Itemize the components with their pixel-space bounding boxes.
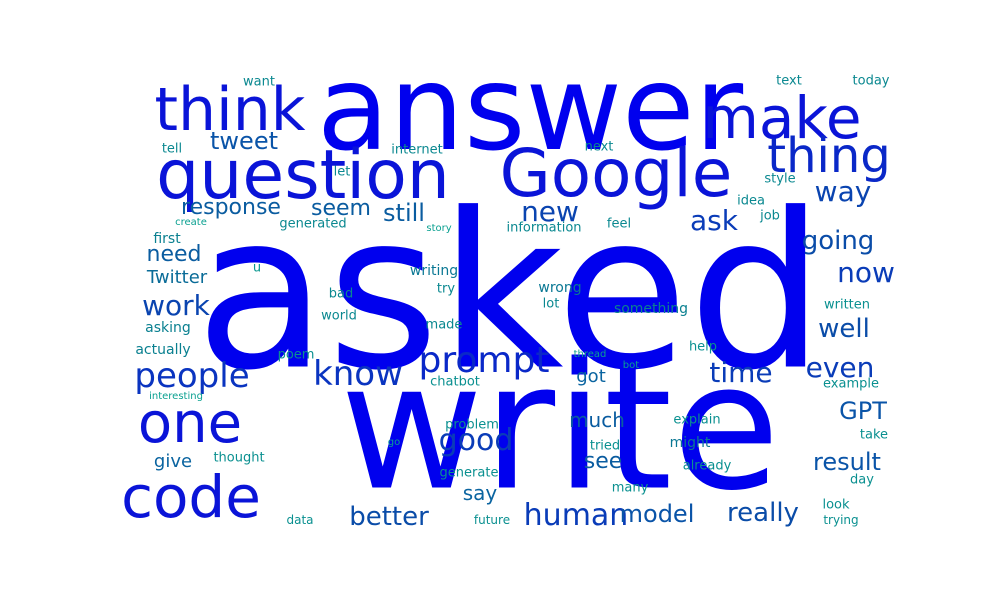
word-example: example: [823, 376, 879, 392]
word-answer: answer: [316, 39, 744, 177]
word-tried: tried: [589, 438, 621, 454]
word-result: result: [813, 448, 881, 476]
word-world: world: [321, 308, 357, 324]
word-look: look: [822, 497, 850, 513]
word-bot: bot: [622, 360, 640, 371]
word-future: future: [473, 513, 511, 527]
word-work: work: [142, 289, 210, 322]
word-might: might: [669, 435, 711, 451]
word-much: much: [569, 408, 625, 432]
word-twitter: Twitter: [146, 267, 208, 288]
word-even: even: [805, 351, 875, 384]
word-gpt: GPT: [839, 397, 887, 425]
word-wrong: wrong: [538, 280, 582, 296]
word-actually: actually: [135, 342, 191, 358]
word-idea: idea: [737, 193, 765, 209]
word-let: let: [333, 164, 351, 180]
word-code: code: [121, 463, 261, 531]
word-people: people: [134, 356, 250, 396]
word-lot: lot: [542, 296, 560, 312]
word-better: better: [349, 502, 429, 532]
word-think: think: [154, 75, 306, 145]
word-response: response: [181, 195, 281, 220]
word-thought: thought: [213, 450, 265, 466]
word-asking: asking: [145, 320, 191, 336]
word-know: know: [313, 354, 403, 394]
word-today: today: [852, 73, 890, 89]
word-style: style: [764, 171, 796, 187]
word-thread: thread: [573, 349, 607, 360]
word-model: model: [619, 500, 695, 528]
word-go: go: [387, 437, 401, 448]
word-good: good: [438, 423, 514, 458]
word-make: make: [702, 84, 862, 152]
word-feel: feel: [606, 216, 632, 232]
word-interesting: interesting: [149, 391, 203, 402]
word-many: many: [611, 480, 649, 496]
word-explain: explain: [673, 412, 721, 428]
word-say: say: [462, 481, 498, 505]
word-problem: problem: [445, 417, 499, 433]
word-question: question: [156, 136, 450, 215]
word-human: human: [523, 498, 629, 533]
word-data: data: [286, 513, 314, 527]
word-generate: generate: [439, 465, 499, 481]
word-something: something: [613, 301, 689, 317]
word-asked: asked: [195, 166, 825, 418]
word-new: new: [521, 195, 579, 228]
word-first: first: [153, 231, 181, 247]
word-information: information: [506, 220, 582, 236]
word-trying: trying: [823, 513, 859, 527]
word-want: want: [243, 74, 275, 90]
word-really: really: [727, 498, 799, 528]
word-writing: writing: [409, 263, 459, 279]
word-way: way: [814, 175, 872, 208]
word-give: give: [153, 451, 193, 472]
word-time: time: [709, 356, 773, 389]
word-see: see: [583, 449, 623, 474]
word-chatbot: chatbot: [430, 374, 480, 390]
word-help: help: [688, 339, 718, 355]
word-text: text: [776, 73, 802, 89]
word-written: written: [823, 297, 871, 313]
word-u: u: [252, 260, 262, 276]
word-create: create: [175, 217, 207, 228]
word-day: day: [850, 472, 874, 488]
word-one: one: [137, 391, 243, 456]
word-ask: ask: [690, 204, 738, 237]
word-got: got: [576, 366, 606, 387]
word-story: story: [426, 223, 452, 234]
word-google: Google: [499, 135, 733, 212]
word-still: still: [383, 199, 425, 227]
word-next: next: [584, 139, 614, 155]
word-now: now: [837, 256, 895, 289]
word-bad: bad: [328, 286, 354, 302]
word-need: need: [146, 242, 202, 267]
word-internet: internet: [391, 142, 443, 158]
word-prompt: prompt: [418, 340, 550, 381]
word-tweet: tweet: [210, 127, 278, 155]
word-seem: seem: [311, 196, 371, 221]
word-try: try: [436, 281, 456, 297]
word-take: take: [859, 427, 889, 443]
word-well: well: [818, 314, 870, 344]
word-job: job: [760, 208, 780, 224]
word-tell: tell: [161, 141, 183, 157]
word-write: write: [340, 326, 780, 530]
word-made: made: [425, 317, 463, 333]
word-poem: poem: [277, 347, 315, 363]
word-already: already: [682, 458, 732, 474]
word-thing: thing: [767, 128, 891, 184]
word-generated: generated: [279, 216, 347, 232]
word-going: going: [801, 226, 875, 256]
